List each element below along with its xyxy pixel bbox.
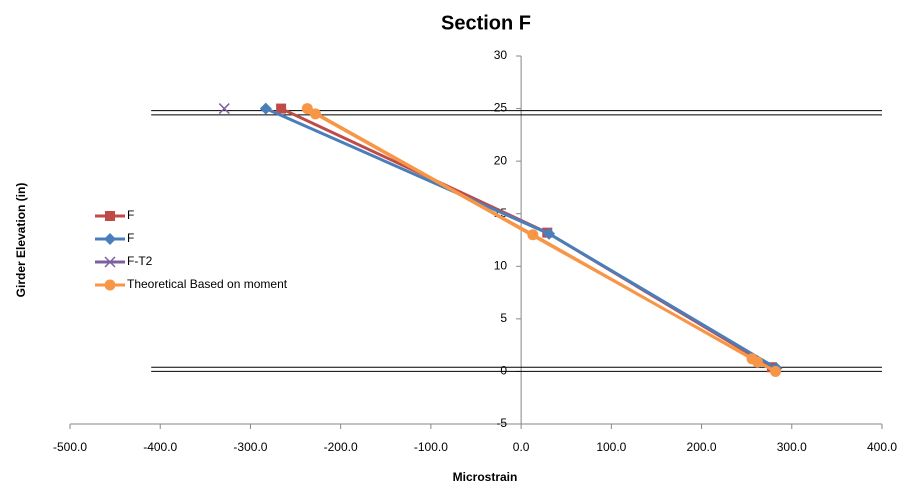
x-tick-label: 200.0	[687, 440, 717, 454]
x-tick-label: -300.0	[233, 440, 267, 454]
y-tick-label: 5	[500, 311, 507, 325]
y-tick-label: -5	[496, 416, 507, 430]
data-point	[527, 229, 539, 241]
data-point	[309, 108, 321, 120]
x-axis-label: Microstrain	[453, 470, 518, 484]
legend-label: F	[127, 231, 134, 245]
legend-marker	[104, 279, 116, 291]
legend-marker	[105, 211, 115, 221]
y-tick-label: 30	[494, 48, 508, 62]
y-tick-label: 0	[500, 364, 507, 378]
data-point	[259, 102, 272, 115]
legend-label: F	[127, 208, 134, 222]
x-tick-label: -100.0	[414, 440, 448, 454]
legend-label: F-T2	[127, 254, 153, 268]
y-axis-label: Girder Elevation (in)	[14, 183, 28, 298]
y-tick-label: 20	[494, 153, 508, 167]
legend-marker	[104, 256, 116, 268]
y-tick-label: 25	[494, 101, 508, 115]
data-point	[770, 365, 782, 377]
x-tick-label: 0.0	[513, 440, 530, 454]
data-point	[751, 356, 763, 368]
data-point	[218, 103, 230, 115]
x-tick-label: -400.0	[143, 440, 177, 454]
x-tick-label: 300.0	[777, 440, 807, 454]
data-point	[543, 227, 556, 240]
series-line	[306, 107, 777, 373]
x-tick-label: 100.0	[596, 440, 626, 454]
legend-label: Theoretical Based on moment	[127, 277, 288, 291]
x-tick-label: -500.0	[53, 440, 87, 454]
legend-marker	[104, 233, 116, 245]
y-tick-label: 10	[494, 258, 508, 272]
x-tick-label: -200.0	[324, 440, 358, 454]
x-tick-label: 400.0	[867, 440, 897, 454]
data-point	[276, 103, 287, 114]
chart-title: Section F	[441, 12, 531, 34]
data-point	[301, 103, 313, 115]
